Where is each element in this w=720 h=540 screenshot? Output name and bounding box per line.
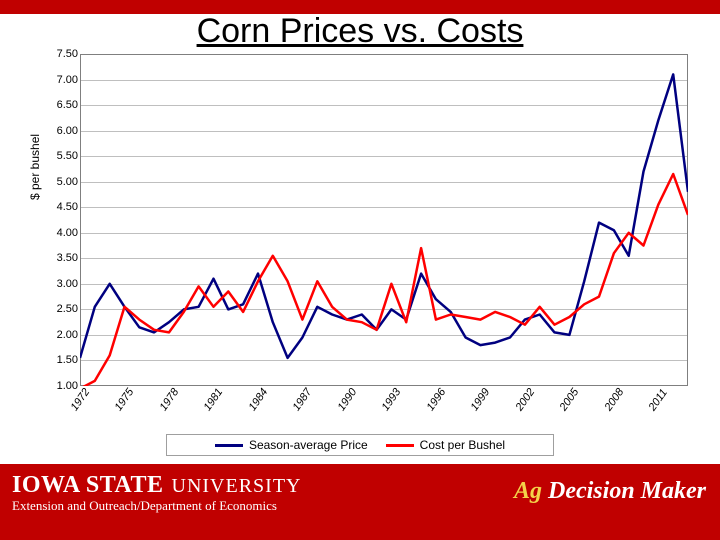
isu-logo: IOWA STATE UNIVERSITY: [12, 472, 302, 499]
agdm-ag: Ag: [514, 478, 548, 504]
agdm-dm: Decision Maker: [548, 478, 706, 504]
y-tick-label: 2.50: [48, 303, 78, 315]
series-line: [80, 174, 688, 386]
series-line: [80, 74, 688, 358]
y-tick-label: 1.00: [48, 380, 78, 392]
y-tick-label: 4.50: [48, 201, 78, 213]
x-tick-label: 1981: [202, 386, 226, 413]
legend-item-price: Season-average Price: [215, 438, 368, 452]
x-tick-label: 1996: [424, 386, 448, 413]
ag-decision-maker: Ag Decision Maker: [514, 478, 706, 505]
y-tick-label: 7.00: [48, 74, 78, 86]
x-tick-label: 2011: [647, 387, 670, 413]
y-tick-label: 5.50: [48, 150, 78, 162]
x-tick-label: 2008: [602, 386, 626, 413]
x-tick-label: 2002: [513, 386, 537, 413]
legend-swatch-cost: [386, 444, 414, 447]
legend-swatch-price: [215, 444, 243, 447]
y-axis-label: $ per bushel: [28, 134, 42, 200]
x-tick-label: 1978: [157, 386, 181, 413]
chart: $ per bushel 1.001.502.002.503.003.504.0…: [34, 50, 694, 428]
y-tick-label: 1.50: [48, 354, 78, 366]
isu-bold: IOWA STATE: [12, 472, 164, 499]
legend-item-cost: Cost per Bushel: [386, 438, 505, 452]
y-tick-label: 6.00: [48, 125, 78, 137]
y-tick-label: 3.50: [48, 252, 78, 264]
x-tick-label: 1999: [469, 386, 493, 413]
chart-lines: [80, 54, 688, 386]
legend: Season-average Price Cost per Bushel: [166, 434, 554, 456]
x-tick-label: 1993: [380, 386, 404, 413]
isu-univ: UNIVERSITY: [172, 475, 302, 498]
page-title: Corn Prices vs. Costs: [0, 12, 720, 51]
legend-label-cost: Cost per Bushel: [420, 438, 505, 452]
y-tick-label: 2.00: [48, 329, 78, 341]
y-tick-label: 4.00: [48, 227, 78, 239]
x-tick-label: 2005: [558, 386, 582, 413]
x-tick-label: 1990: [335, 386, 359, 413]
y-tick-label: 6.50: [48, 99, 78, 111]
y-tick-label: 3.00: [48, 278, 78, 290]
x-tick-label: 1987: [291, 386, 315, 413]
extension-line: Extension and Outreach/Department of Eco…: [12, 498, 277, 514]
legend-label-price: Season-average Price: [249, 438, 368, 452]
x-tick-label: 1975: [113, 386, 137, 413]
y-tick-label: 7.50: [48, 48, 78, 60]
x-tick-label: 1984: [246, 386, 270, 413]
y-tick-label: 5.00: [48, 176, 78, 188]
